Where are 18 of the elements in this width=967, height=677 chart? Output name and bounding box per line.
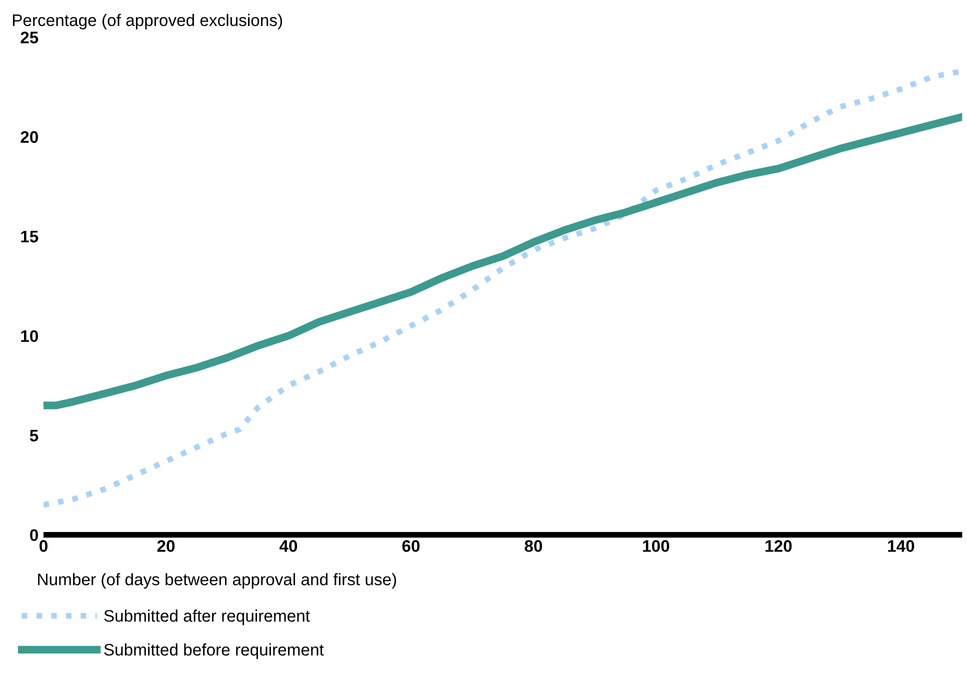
x-tick-label: 40: [279, 540, 298, 552]
x-axis-title: Number (of days between approval and first use): [38, 573, 396, 589]
y-tick-label: 15: [21, 230, 38, 242]
legend-label: Submitted after requirement: [104, 610, 310, 626]
y-axis-title: Percentage (of approved exclusions): [12, 14, 282, 30]
y-tick-label: 25: [20, 32, 38, 44]
x-tick-label: 80: [524, 540, 542, 552]
x-tick-label: 100: [643, 540, 670, 552]
x-tick-label: 60: [402, 540, 420, 552]
x-tick-label: 140: [888, 540, 914, 552]
x-tick-label: 120: [766, 540, 792, 552]
y-tick-label: 5: [30, 430, 38, 442]
x-tick-label: 20: [157, 540, 175, 552]
y-tick-label: 20: [20, 131, 38, 143]
x-tick-label: 0: [40, 540, 48, 552]
y-tick-label: 10: [21, 330, 38, 342]
legend-label: Submitted before requirement: [104, 643, 324, 659]
y-tick-label: 0: [30, 529, 38, 542]
